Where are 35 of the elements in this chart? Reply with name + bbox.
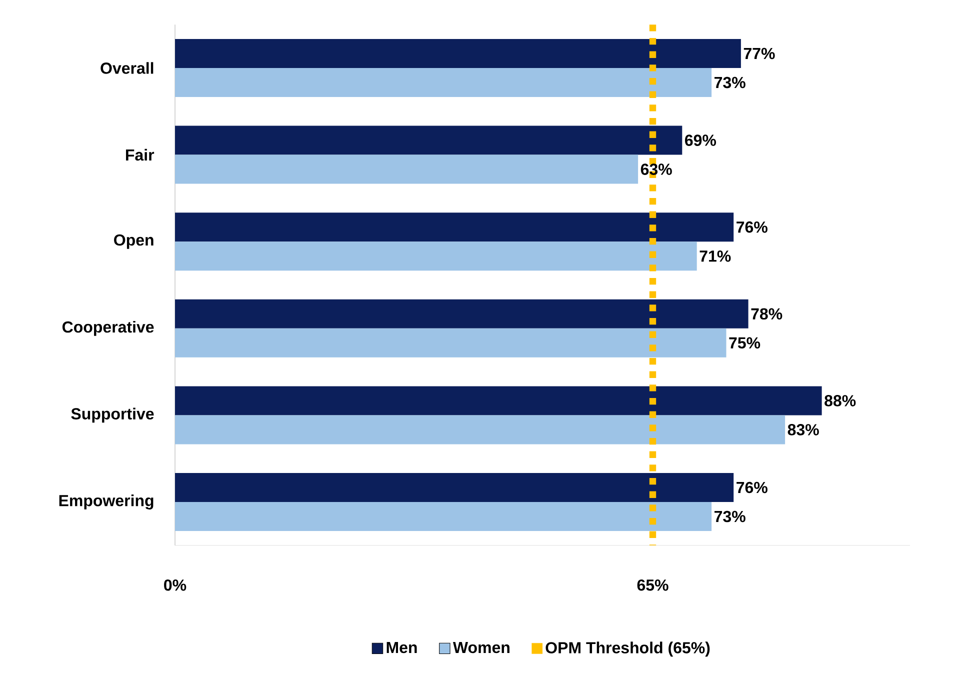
data-label: 73% <box>714 76 746 88</box>
y-tick-label: Fair <box>126 148 154 161</box>
legend-label: OPM Threshold (65%) <box>546 642 710 657</box>
y-tick-label: Open <box>114 234 154 249</box>
bar <box>175 242 697 271</box>
x-tick-label: 0% <box>164 579 186 591</box>
data-label: 76% <box>736 482 768 494</box>
data-label: 75% <box>729 337 760 349</box>
bar <box>175 154 638 184</box>
bar <box>175 68 712 98</box>
data-label: 78% <box>751 308 782 320</box>
data-label: 83% <box>788 424 819 436</box>
y-tick-label: Cooperative <box>62 320 154 336</box>
data-label: 88% <box>824 395 856 406</box>
bar <box>175 415 786 444</box>
data-label: 76% <box>736 221 768 233</box>
bar <box>175 328 726 358</box>
bar <box>175 299 748 328</box>
bar <box>175 502 712 531</box>
y-tick-label: Supportive <box>71 408 154 423</box>
bar <box>175 212 734 242</box>
legend-label: Women <box>452 642 510 654</box>
x-tick-label: 65% <box>637 579 668 591</box>
data-label: 63% <box>640 164 672 175</box>
y-tick-label: Empowering <box>59 494 154 510</box>
data-label: 71% <box>700 250 731 262</box>
data-label: 69% <box>685 134 716 146</box>
legend-label: Men <box>386 642 417 654</box>
bar <box>175 126 682 155</box>
bar <box>175 472 734 502</box>
bar <box>175 386 822 416</box>
data-label: 73% <box>714 510 746 522</box>
y-tick-label: Overall <box>100 62 154 74</box>
bar <box>175 39 741 68</box>
data-label: 77% <box>744 48 775 60</box>
